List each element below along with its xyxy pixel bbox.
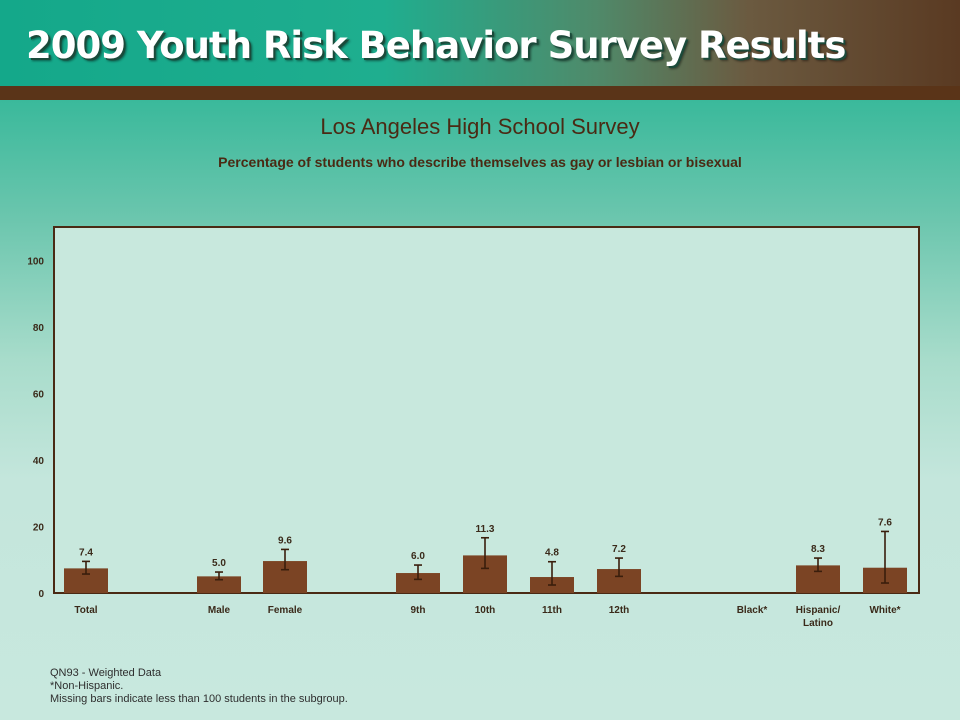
x-tick-label: Male <box>208 605 231 616</box>
data-label: 7.4 <box>79 547 93 558</box>
chart-title: Los Angeles High School Survey <box>320 114 640 139</box>
y-tick-label: 60 <box>33 389 45 400</box>
data-label: 7.2 <box>612 544 626 555</box>
footnote-missing-bars: Missing bars indicate less than 100 stud… <box>50 693 348 705</box>
data-label: 4.8 <box>545 548 559 559</box>
y-tick-label: 100 <box>27 256 44 267</box>
data-label: 6.0 <box>411 551 425 562</box>
plot-area <box>53 226 920 594</box>
bar <box>197 576 241 593</box>
x-tick-label-line: Latino <box>803 618 833 629</box>
x-tick-label: Black* <box>737 605 768 616</box>
x-tick-label-line: Female <box>268 605 303 616</box>
x-tick-label: 9th <box>411 605 426 616</box>
page-title: 2009 Youth Risk Behavior Survey Results <box>26 24 846 67</box>
bar <box>396 573 440 593</box>
x-tick-label-line: 12th <box>609 605 630 616</box>
footnote-non-hispanic: *Non-Hispanic. <box>50 680 124 692</box>
x-tick-label: 10th <box>475 605 496 616</box>
x-tick-label-line: 9th <box>411 605 426 616</box>
y-tick-label: 40 <box>33 456 45 467</box>
x-tick-label-line: White* <box>869 605 900 616</box>
data-label: 11.3 <box>476 524 495 535</box>
data-label: 7.6 <box>878 517 892 528</box>
footnote-data-source: QN93 - Weighted Data <box>50 667 162 679</box>
footnotes: QN93 - Weighted Data *Non-Hispanic. Miss… <box>50 667 348 706</box>
chart-subtitle: Percentage of students who describe them… <box>218 154 742 170</box>
x-tick-label-line: 10th <box>475 605 496 616</box>
data-label: 8.3 <box>811 544 825 555</box>
x-tick-label: Female <box>268 605 303 616</box>
data-label: 9.6 <box>278 535 292 546</box>
bar <box>597 569 641 593</box>
x-tick-label-line: Hispanic/ <box>796 605 841 616</box>
y-tick-label: 80 <box>33 323 45 334</box>
x-tick-label-line: 11th <box>542 605 562 616</box>
x-tick-label-line: Male <box>208 605 231 616</box>
x-tick-label: Hispanic/Latino <box>796 605 841 629</box>
x-tick-label: 11th <box>542 605 562 616</box>
x-tick-label-line: Total <box>74 605 97 616</box>
x-tick-label: 12th <box>609 605 630 616</box>
x-tick-label: White* <box>869 605 900 616</box>
header-banner <box>0 0 960 86</box>
y-tick-label: 20 <box>33 522 45 533</box>
y-tick-label: 0 <box>38 589 44 600</box>
x-tick-label: Total <box>74 605 97 616</box>
data-label: 5.0 <box>212 558 226 569</box>
x-tick-label-line: Black* <box>737 605 768 616</box>
header-strip <box>0 86 960 100</box>
